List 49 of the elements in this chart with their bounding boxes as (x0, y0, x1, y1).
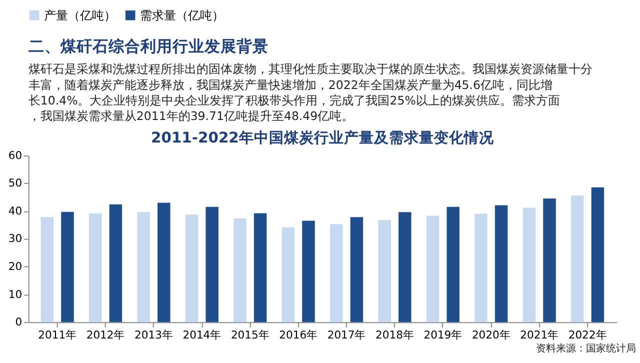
x-tick-label: 2020年 (472, 328, 510, 342)
bar (474, 214, 488, 322)
bar (40, 217, 54, 322)
legend-label: 产量（亿吨） (44, 8, 116, 22)
bar (494, 205, 508, 322)
bar (522, 208, 536, 322)
x-tick-label: 2022年 (568, 328, 607, 342)
text: 资料来源：国家统计局 (536, 342, 636, 355)
x-tick-label: 2012年 (86, 328, 125, 342)
x-tick-label: 2016年 (279, 328, 318, 342)
text: 二、煤矸石综合利用行业发展背景 (28, 36, 268, 56)
x-tick-label: 2019年 (424, 328, 462, 342)
y-tick-label: 40 (8, 204, 22, 218)
bar (206, 206, 218, 322)
chart-title: 2011-2022年中国煤炭行业产量及需求量变化情况 (151, 128, 495, 147)
bar (185, 214, 198, 322)
bar (426, 216, 440, 322)
x-tick-label: 2017年 (327, 328, 366, 342)
x-tick-label: 2014年 (182, 328, 222, 342)
bar (330, 224, 343, 322)
bar (446, 206, 460, 322)
bar (137, 212, 150, 322)
y-tick-label: 0 (15, 316, 22, 329)
y-tick-label: 60 (8, 148, 22, 162)
x-tick-label: 2013年 (134, 328, 173, 342)
x-tick-label: 2015年 (230, 328, 270, 342)
y-tick-label: 10 (8, 288, 22, 301)
bar (398, 212, 412, 322)
legend-label: 需求量（亿吨） (140, 8, 224, 22)
x-tick-label: 2018年 (376, 328, 414, 342)
bar (109, 204, 122, 322)
x-tick-label: 2021年 (520, 328, 559, 342)
bar (378, 220, 391, 322)
bar (234, 218, 246, 322)
bar (591, 187, 604, 322)
bar (302, 220, 315, 322)
y-tick-label: 30 (8, 232, 22, 246)
y-tick-label: 50 (8, 176, 22, 190)
y-tick-label: 20 (8, 260, 22, 273)
bar (350, 217, 364, 322)
bar (158, 202, 170, 322)
bar (543, 198, 556, 322)
text: 煤矸石是采煤和洗煤过程所排出的固体废物，其理化性质主要取决于煤的原生状态。我国煤炭资源储量十分丰富，随着煤炭产能逐步释放，我国煤炭产量快速增加，2022年全国煤炭产量为45.6亿吨，同比增长10.4%。大企业特别是中央企业发挥了积极带头作用，完成了我国25%以上的煤炭供应。需求方面，我国煤炭需求量从2011年的39.71亿吨提升至48.49亿吨。 (28, 62, 592, 124)
bar (89, 213, 102, 322)
x-tick-label: 2011年 (38, 328, 77, 342)
bar (571, 195, 584, 322)
bar (254, 213, 267, 322)
bar (282, 227, 295, 322)
bar (61, 212, 74, 322)
